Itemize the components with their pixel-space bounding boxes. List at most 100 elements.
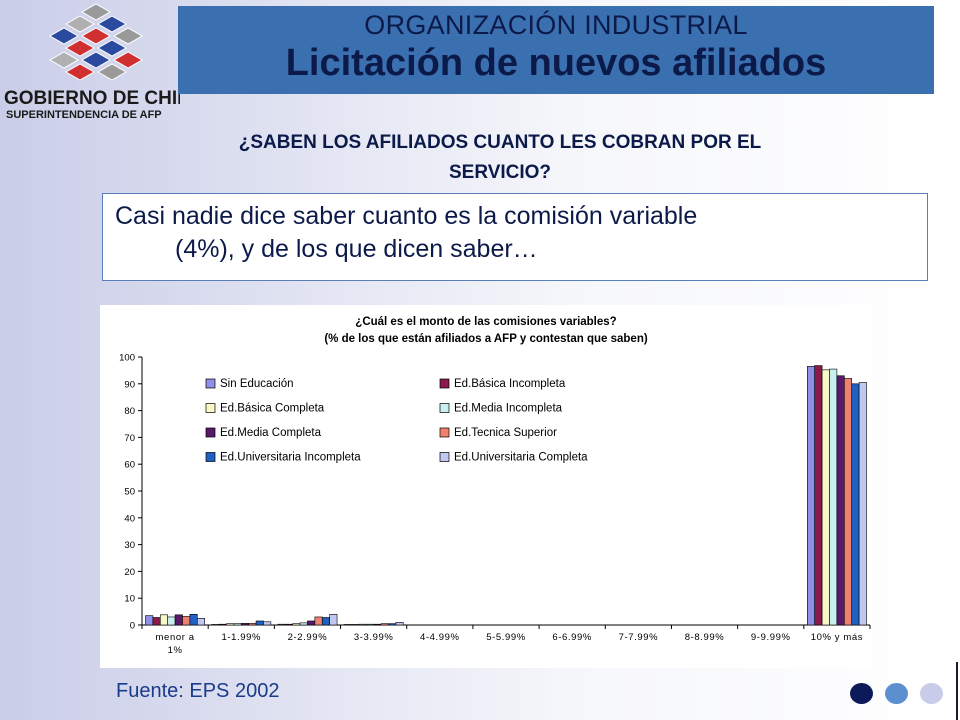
logo-name: GOBIERNO DE CHILE <box>4 88 180 109</box>
x-category-label: 3-3.99% <box>354 632 394 643</box>
bar <box>226 623 235 626</box>
bar <box>218 623 227 626</box>
nav-dot-dark-icon <box>850 683 873 704</box>
chart-panel: ¿Cuál es el monto de las comisiones vari… <box>100 305 872 668</box>
bar <box>365 623 374 626</box>
x-category-label: 2-2.99% <box>288 632 328 643</box>
nav-dot-light-icon <box>920 683 943 704</box>
legend-item: Ed.Universitaria Incompleta <box>205 452 361 464</box>
y-tick-label: 0 <box>130 621 135 632</box>
y-tick-label: 80 <box>124 406 135 417</box>
y-tick-label: 20 <box>124 567 135 578</box>
chart-title: ¿Cuál es el monto de las comisiones vari… <box>355 316 616 328</box>
y-tick-label: 90 <box>124 379 135 390</box>
legend-label: Ed.Media Incompleta <box>454 403 563 415</box>
bar <box>211 624 220 626</box>
logo-emblem-icon: GOBIERNO DE CHILE SUPERINTENDENCIA DE AF… <box>4 3 201 121</box>
legend-label: Ed.Media Completa <box>220 427 322 439</box>
body-text-box: Casi nadie dice saber cuanto es la comis… <box>102 193 928 281</box>
legend-swatch <box>439 452 450 462</box>
bar <box>858 382 867 626</box>
y-tick-label: 70 <box>124 433 135 444</box>
legend-item: Ed.Básica Completa <box>205 403 325 415</box>
bar <box>167 616 176 626</box>
legend-swatch <box>439 427 450 438</box>
legend-swatch <box>439 403 450 413</box>
bar <box>255 620 264 626</box>
legend-item: Sin Educación <box>205 378 294 390</box>
chart-subtitle: (% de los que están afiliados a AFP y co… <box>324 333 648 345</box>
x-category-label: 8-8.99% <box>685 632 725 643</box>
legend-label: Ed.Tecnica Superior <box>454 427 557 439</box>
x-category-label: 9-9.99% <box>751 632 791 643</box>
bar <box>373 623 382 626</box>
x-category-label: 4-4.99% <box>420 632 460 643</box>
bar <box>159 614 168 626</box>
y-tick-label: 10 <box>124 594 135 605</box>
bar <box>343 624 352 626</box>
bar <box>145 615 154 626</box>
bar <box>807 366 816 626</box>
legend-label: Ed.Básica Completa <box>220 403 325 415</box>
logo-subname: SUPERINTENDENCIA DE AFP <box>6 109 162 121</box>
legend-swatch <box>205 378 216 389</box>
y-tick-label: 50 <box>124 487 135 498</box>
bar <box>307 620 316 626</box>
legend-item: Ed.Universitaria Completa <box>439 452 588 464</box>
bar <box>284 623 293 626</box>
question-line-2: SERVICIO? <box>448 162 552 183</box>
legend-label: Sin Educación <box>220 378 294 390</box>
bar <box>814 365 823 626</box>
bar-chart: ¿Cuál es el monto de las comisiones vari… <box>119 316 871 656</box>
legend-swatch <box>205 427 216 438</box>
bar <box>388 623 397 626</box>
body-text-line-1: Casi nadie dice saber cuanto es la comis… <box>115 202 698 230</box>
legend-label: Ed.Básica Incompleta <box>454 378 566 390</box>
legend-swatch <box>439 378 450 389</box>
bar <box>233 623 242 626</box>
bar <box>248 623 257 626</box>
bar <box>292 623 301 626</box>
bar <box>152 617 161 626</box>
bar <box>182 616 191 626</box>
gobierno-de-chile-logo: GOBIERNO DE CHILE SUPERINTENDENCIA DE AF… <box>0 0 201 130</box>
bar <box>844 378 853 626</box>
source-note: Fuente: EPS 2002 <box>116 680 280 702</box>
x-category-label: menor a 1% <box>156 632 195 656</box>
legend-swatch <box>205 452 216 462</box>
bar <box>829 368 838 626</box>
legend-item: Ed.Básica Incompleta <box>439 378 566 390</box>
x-category-label: 7-7.99% <box>619 632 659 643</box>
bar <box>851 383 860 626</box>
bar <box>821 369 830 626</box>
x-category-label: 5-5.99% <box>486 632 526 643</box>
bar <box>240 623 249 626</box>
bar <box>174 614 183 626</box>
bar <box>314 616 323 626</box>
header-title: Licitación de nuevos afiliados <box>285 42 827 84</box>
legend-item: Ed.Media Completa <box>205 427 322 439</box>
bar <box>329 613 338 626</box>
bar <box>380 623 389 626</box>
bar <box>299 622 308 626</box>
y-tick-label: 40 <box>124 513 135 524</box>
legend-item: Ed.Tecnica Superior <box>439 427 557 439</box>
x-category-label: 10% y más <box>811 632 863 643</box>
bar <box>395 622 404 626</box>
legend-item: Ed.Media Incompleta <box>439 403 563 415</box>
bar <box>277 623 286 626</box>
bar <box>189 613 198 626</box>
legend-label: Ed.Universitaria Incompleta <box>220 452 361 464</box>
y-tick-label: 30 <box>124 540 135 551</box>
y-tick-label: 60 <box>124 460 135 471</box>
corner-divider <box>956 662 958 720</box>
bar <box>351 624 360 626</box>
y-tick-label: 100 <box>119 353 135 364</box>
x-category-label: 1-1.99% <box>221 632 261 643</box>
question-line-1: ¿SABEN LOS AFILIADOS CUANTO LES COBRAN P… <box>238 132 762 153</box>
body-text-line-2: (4%), y de los que dicen saber… <box>175 235 538 263</box>
bar <box>321 617 330 626</box>
nav-dot-mid-icon <box>885 683 908 704</box>
bar <box>196 617 205 626</box>
bar <box>263 621 272 626</box>
